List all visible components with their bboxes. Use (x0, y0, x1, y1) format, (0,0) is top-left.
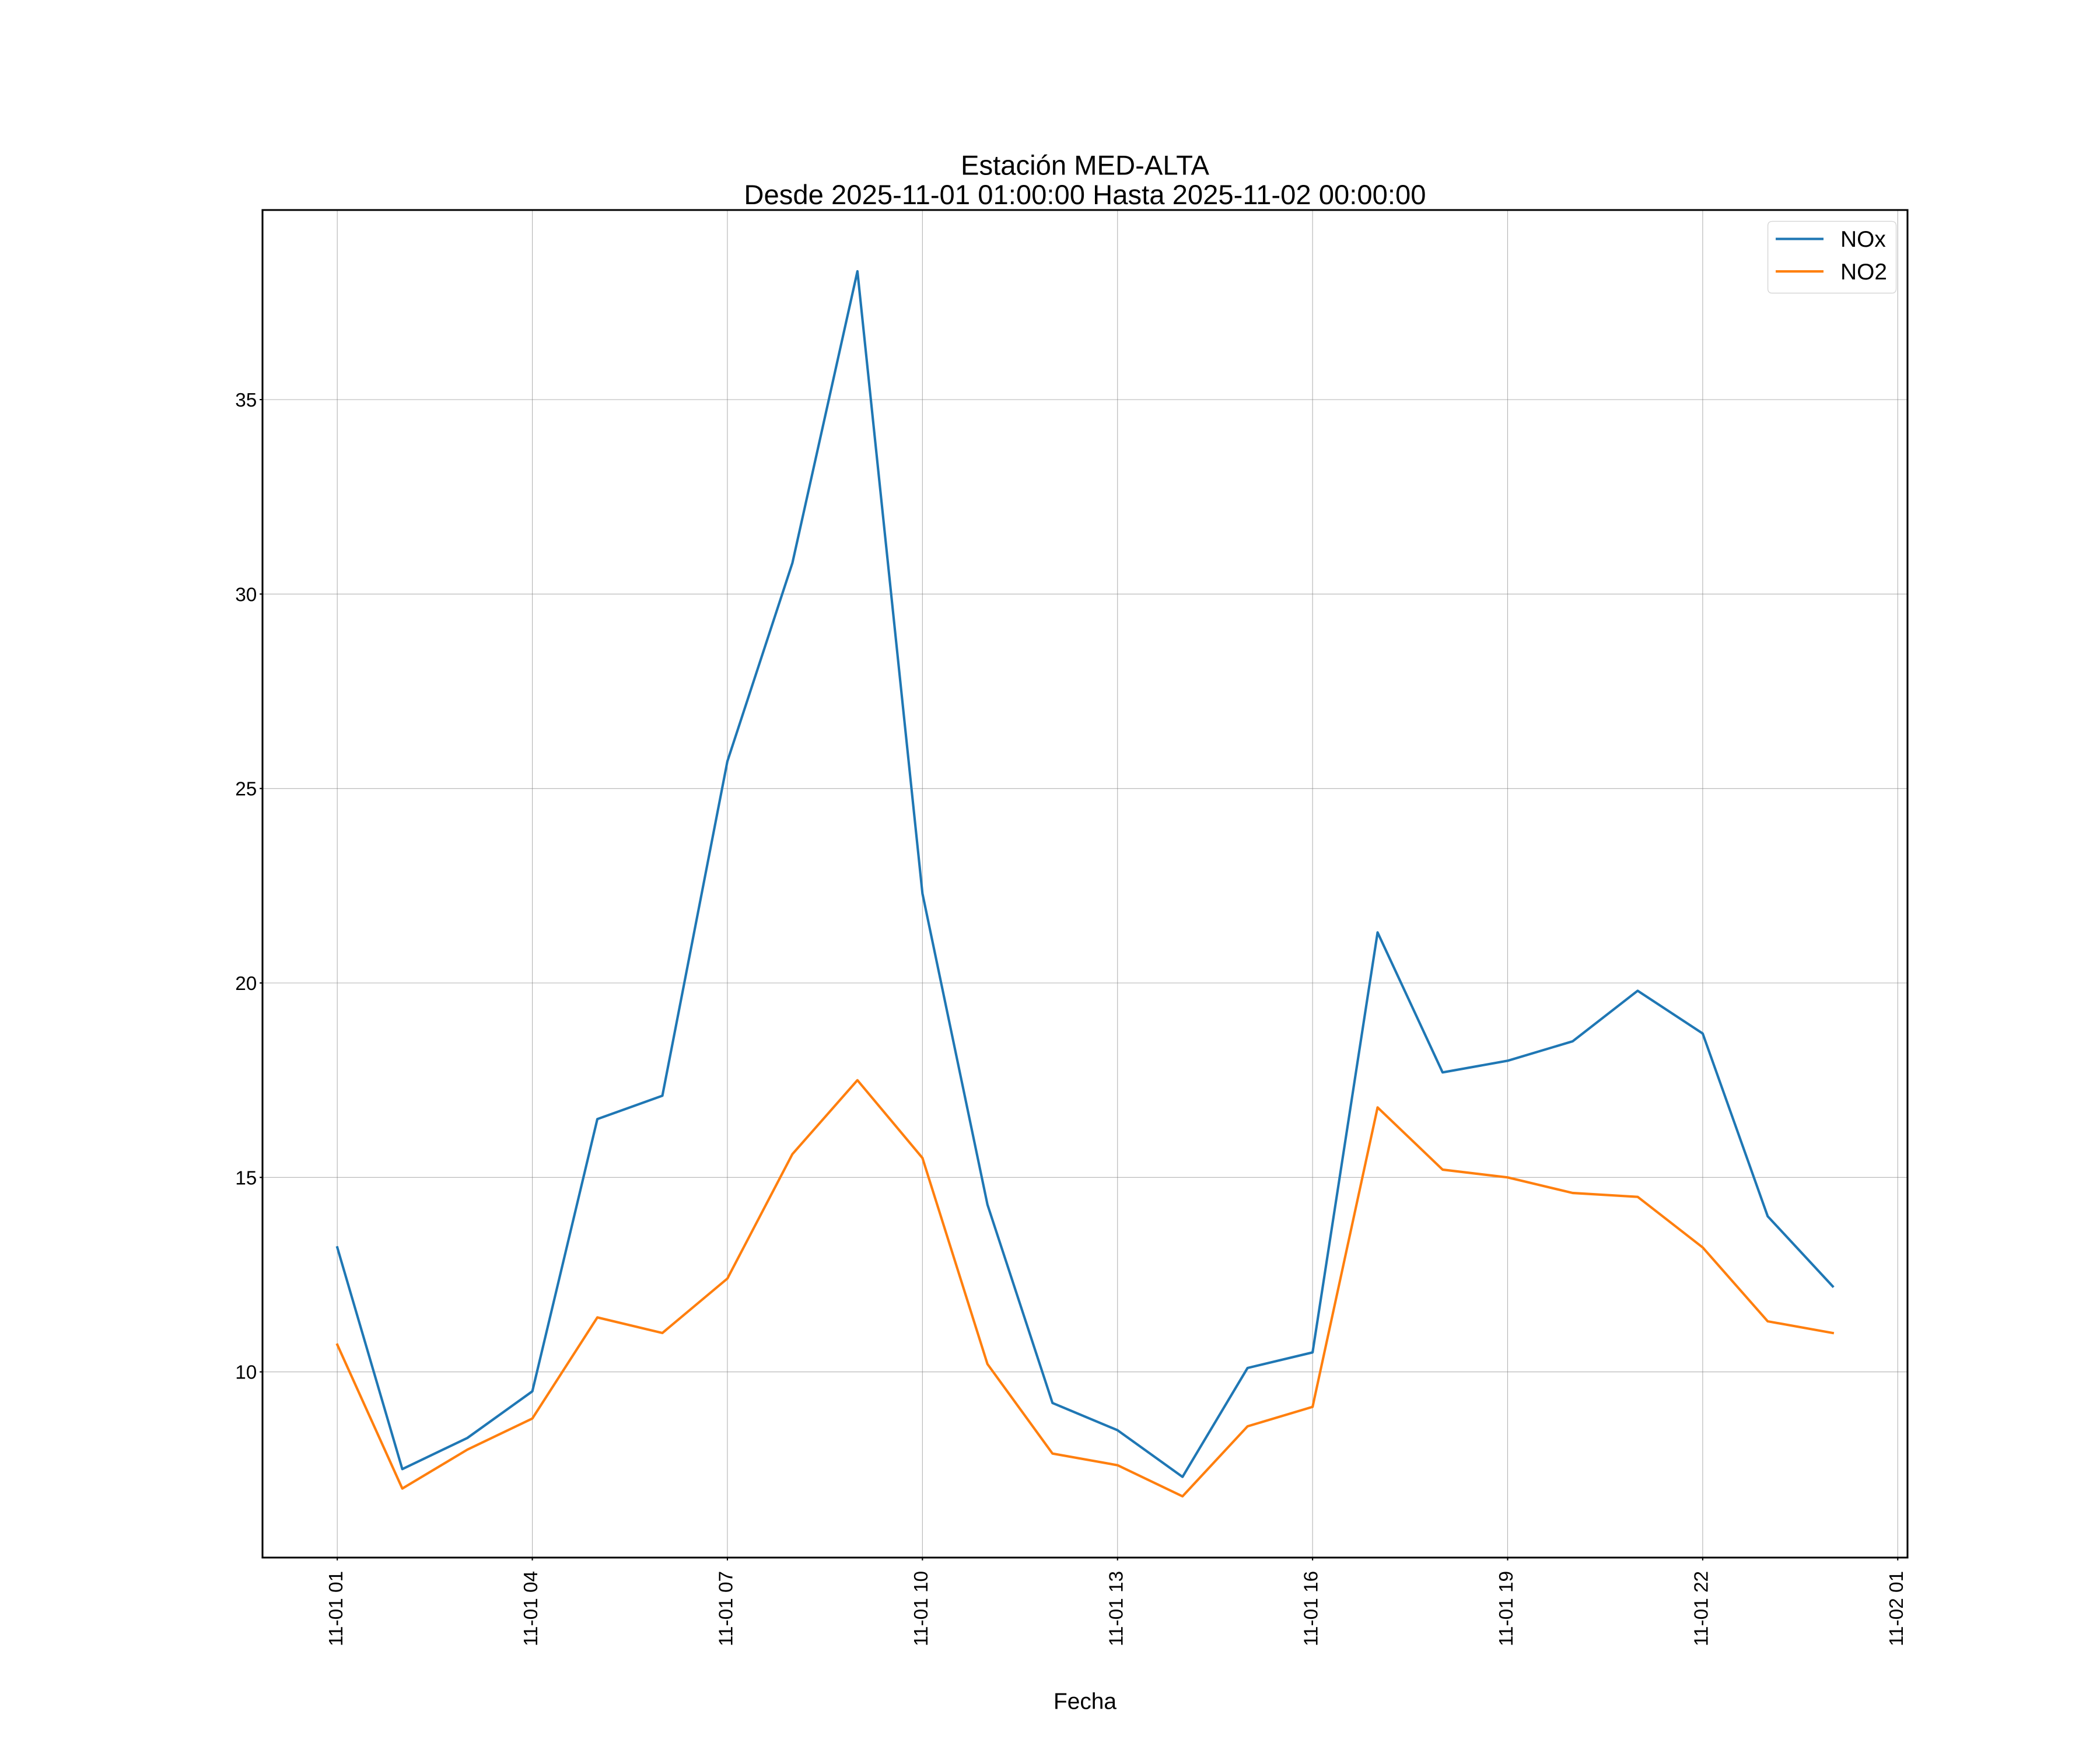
svg-text:11-01 16: 11-01 16 (1301, 1571, 1322, 1646)
svg-text:15: 15 (235, 1167, 257, 1189)
svg-text:11-01 13: 11-01 13 (1105, 1571, 1127, 1646)
svg-text:20: 20 (235, 973, 257, 995)
svg-text:11-01 01: 11-01 01 (326, 1571, 347, 1646)
svg-text:11-01 19: 11-01 19 (1496, 1571, 1517, 1646)
svg-text:NO2: NO2 (1840, 260, 1887, 285)
svg-text:30: 30 (235, 584, 257, 606)
svg-text:35: 35 (235, 390, 257, 411)
svg-text:25: 25 (235, 779, 257, 800)
svg-text:11-01 04: 11-01 04 (520, 1571, 542, 1646)
svg-text:11-01 07: 11-01 07 (716, 1571, 737, 1646)
svg-text:Desde 2025-11-01 01:00:00 Hast: Desde 2025-11-01 01:00:00 Hasta 2025-11-… (744, 180, 1426, 211)
svg-text:10: 10 (235, 1362, 257, 1384)
svg-text:11-01 10: 11-01 10 (911, 1571, 932, 1646)
svg-text:Estación MED-ALTA: Estación MED-ALTA (961, 150, 1209, 181)
svg-text:11-02 01: 11-02 01 (1886, 1571, 1908, 1646)
svg-text:Fecha: Fecha (1054, 1689, 1116, 1714)
svg-text:NOx: NOx (1840, 227, 1886, 252)
svg-text:11-01 22: 11-01 22 (1691, 1571, 1713, 1646)
